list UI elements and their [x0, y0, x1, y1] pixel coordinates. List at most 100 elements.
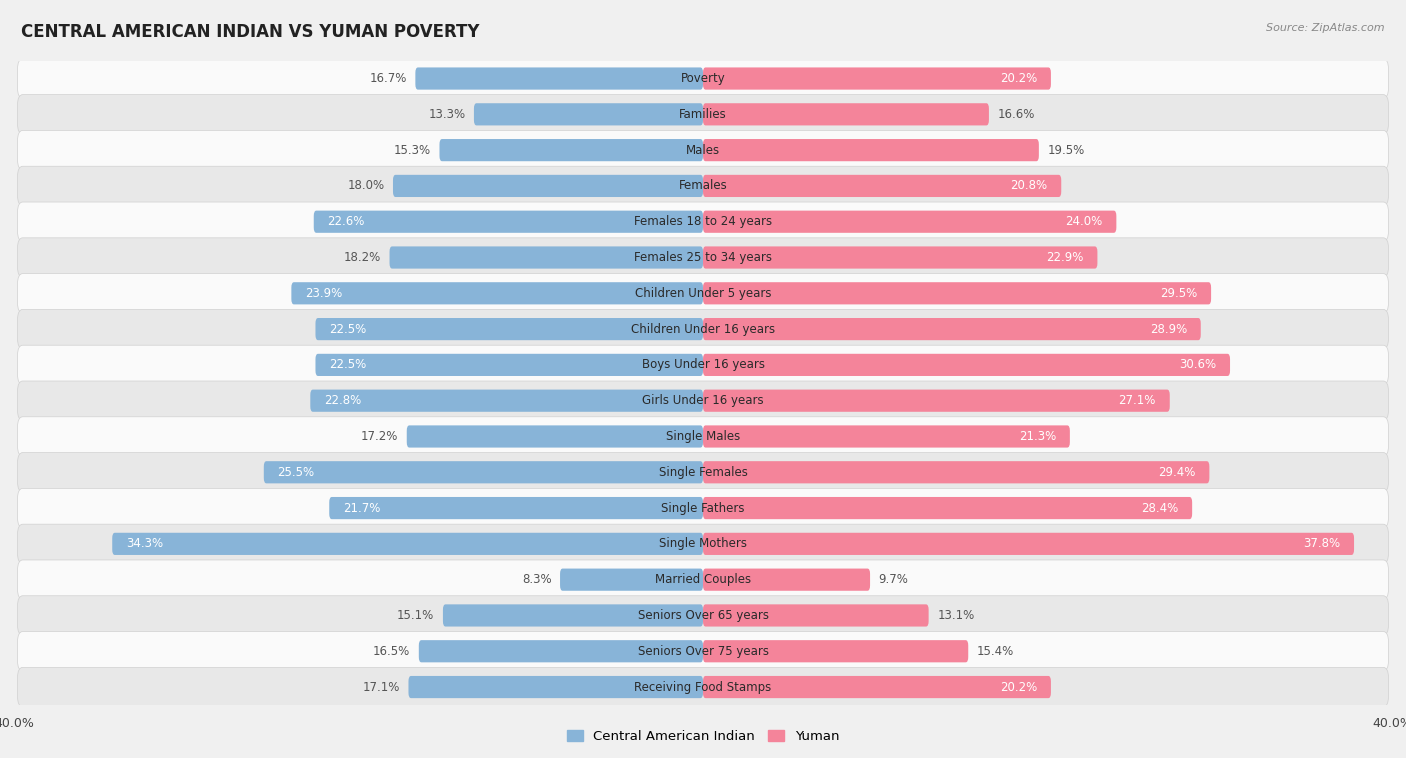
Text: Receiving Food Stamps: Receiving Food Stamps [634, 681, 772, 694]
Text: 29.5%: 29.5% [1160, 287, 1198, 300]
Text: Girls Under 16 years: Girls Under 16 years [643, 394, 763, 407]
FancyBboxPatch shape [703, 175, 1062, 197]
FancyBboxPatch shape [392, 175, 703, 197]
FancyBboxPatch shape [703, 604, 928, 627]
Text: Single Fathers: Single Fathers [661, 502, 745, 515]
FancyBboxPatch shape [703, 533, 1354, 555]
Text: Families: Families [679, 108, 727, 121]
Text: 22.5%: 22.5% [329, 323, 367, 336]
FancyBboxPatch shape [703, 676, 1050, 698]
FancyBboxPatch shape [406, 425, 703, 447]
FancyBboxPatch shape [703, 318, 1201, 340]
Text: Married Couples: Married Couples [655, 573, 751, 586]
FancyBboxPatch shape [17, 130, 1389, 170]
FancyBboxPatch shape [474, 103, 703, 125]
Text: 21.7%: 21.7% [343, 502, 381, 515]
Text: 24.0%: 24.0% [1066, 215, 1102, 228]
Text: Males: Males [686, 143, 720, 157]
Text: Source: ZipAtlas.com: Source: ZipAtlas.com [1267, 23, 1385, 33]
Text: 21.3%: 21.3% [1019, 430, 1056, 443]
Text: 22.6%: 22.6% [328, 215, 366, 228]
FancyBboxPatch shape [415, 67, 703, 89]
Text: Boys Under 16 years: Boys Under 16 years [641, 359, 765, 371]
FancyBboxPatch shape [409, 676, 703, 698]
Text: 23.9%: 23.9% [305, 287, 343, 300]
FancyBboxPatch shape [703, 139, 1039, 161]
Text: 18.2%: 18.2% [343, 251, 381, 264]
FancyBboxPatch shape [440, 139, 703, 161]
FancyBboxPatch shape [17, 95, 1389, 134]
FancyBboxPatch shape [419, 641, 703, 662]
Text: 20.8%: 20.8% [1011, 180, 1047, 193]
Text: Children Under 16 years: Children Under 16 years [631, 323, 775, 336]
FancyBboxPatch shape [17, 345, 1389, 384]
Text: 22.9%: 22.9% [1046, 251, 1084, 264]
FancyBboxPatch shape [17, 309, 1389, 349]
Text: 18.0%: 18.0% [347, 180, 384, 193]
FancyBboxPatch shape [17, 166, 1389, 205]
FancyBboxPatch shape [17, 238, 1389, 277]
FancyBboxPatch shape [703, 354, 1230, 376]
Text: Single Females: Single Females [658, 465, 748, 479]
Text: Children Under 5 years: Children Under 5 years [634, 287, 772, 300]
Text: 37.8%: 37.8% [1303, 537, 1340, 550]
Text: 28.9%: 28.9% [1150, 323, 1187, 336]
Text: Seniors Over 65 years: Seniors Over 65 years [637, 609, 769, 622]
FancyBboxPatch shape [17, 202, 1389, 241]
FancyBboxPatch shape [703, 246, 1098, 268]
Text: Seniors Over 75 years: Seniors Over 75 years [637, 645, 769, 658]
Text: 15.1%: 15.1% [396, 609, 434, 622]
Text: Single Males: Single Males [666, 430, 740, 443]
FancyBboxPatch shape [703, 211, 1116, 233]
FancyBboxPatch shape [703, 461, 1209, 484]
Text: Females 18 to 24 years: Females 18 to 24 years [634, 215, 772, 228]
FancyBboxPatch shape [315, 318, 703, 340]
Text: 20.2%: 20.2% [1000, 681, 1038, 694]
FancyBboxPatch shape [17, 417, 1389, 456]
Text: 30.6%: 30.6% [1180, 359, 1216, 371]
Text: Females: Females [679, 180, 727, 193]
FancyBboxPatch shape [17, 560, 1389, 600]
Text: 15.4%: 15.4% [977, 645, 1014, 658]
Text: 16.5%: 16.5% [373, 645, 411, 658]
Text: 29.4%: 29.4% [1159, 465, 1195, 479]
Text: 16.7%: 16.7% [370, 72, 406, 85]
Text: 15.3%: 15.3% [394, 143, 430, 157]
FancyBboxPatch shape [17, 525, 1389, 563]
FancyBboxPatch shape [703, 390, 1170, 412]
Text: 13.3%: 13.3% [429, 108, 465, 121]
FancyBboxPatch shape [329, 497, 703, 519]
Text: 27.1%: 27.1% [1119, 394, 1156, 407]
FancyBboxPatch shape [17, 488, 1389, 528]
Text: 22.5%: 22.5% [329, 359, 367, 371]
Text: 19.5%: 19.5% [1047, 143, 1084, 157]
Text: 28.4%: 28.4% [1142, 502, 1178, 515]
FancyBboxPatch shape [17, 596, 1389, 635]
Text: 34.3%: 34.3% [127, 537, 163, 550]
FancyBboxPatch shape [703, 568, 870, 590]
Text: 17.2%: 17.2% [361, 430, 398, 443]
FancyBboxPatch shape [291, 282, 703, 305]
Text: 9.7%: 9.7% [879, 573, 908, 586]
FancyBboxPatch shape [389, 246, 703, 268]
FancyBboxPatch shape [703, 282, 1211, 305]
Text: 13.1%: 13.1% [938, 609, 974, 622]
FancyBboxPatch shape [17, 381, 1389, 421]
FancyBboxPatch shape [314, 211, 703, 233]
Text: 25.5%: 25.5% [277, 465, 315, 479]
Text: 20.2%: 20.2% [1000, 72, 1038, 85]
FancyBboxPatch shape [17, 453, 1389, 492]
FancyBboxPatch shape [17, 274, 1389, 313]
FancyBboxPatch shape [703, 641, 969, 662]
FancyBboxPatch shape [311, 390, 703, 412]
FancyBboxPatch shape [703, 425, 1070, 447]
FancyBboxPatch shape [264, 461, 703, 484]
Text: 17.1%: 17.1% [363, 681, 399, 694]
FancyBboxPatch shape [443, 604, 703, 627]
FancyBboxPatch shape [112, 533, 703, 555]
Text: 8.3%: 8.3% [522, 573, 551, 586]
FancyBboxPatch shape [315, 354, 703, 376]
Text: CENTRAL AMERICAN INDIAN VS YUMAN POVERTY: CENTRAL AMERICAN INDIAN VS YUMAN POVERTY [21, 23, 479, 41]
FancyBboxPatch shape [17, 667, 1389, 706]
Text: Females 25 to 34 years: Females 25 to 34 years [634, 251, 772, 264]
